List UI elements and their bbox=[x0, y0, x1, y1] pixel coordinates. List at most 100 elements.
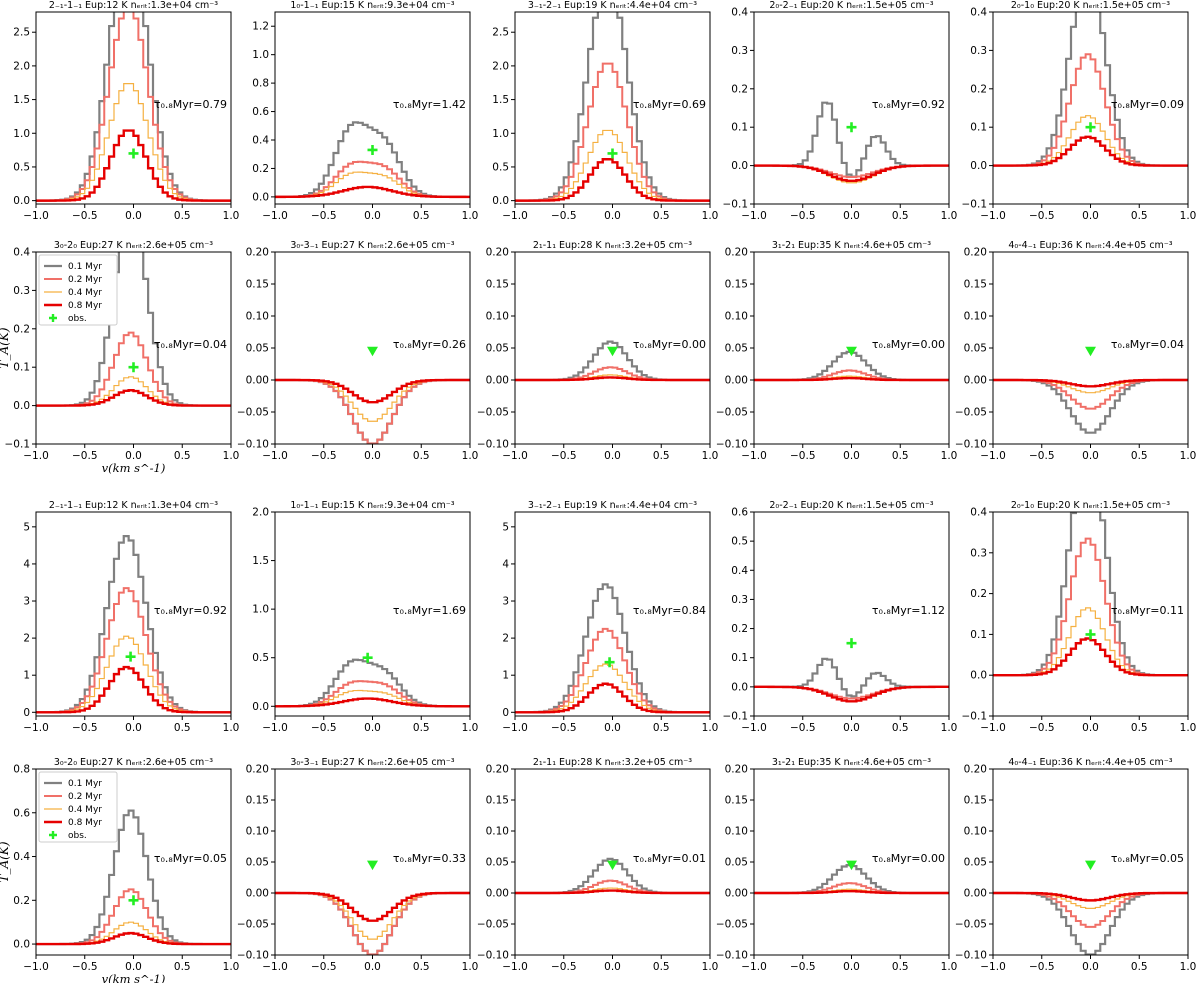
tau-label: τ₀.₈Myr=1.12 bbox=[872, 604, 945, 617]
panel-title: 2₋₁-1₋₁ Eup:12 K nₑᵣᵢₜ:1.3e+04 cm⁻³ bbox=[49, 500, 218, 511]
y-tick-label: 1.5 bbox=[13, 94, 30, 106]
y-tick-label: 0 bbox=[23, 707, 30, 719]
y-tick-label: 0.3 bbox=[13, 285, 30, 297]
x-tick-label: −0.5 bbox=[72, 210, 98, 222]
x-tick-label: 0.5 bbox=[892, 722, 909, 734]
y-tick-label: −0.10 bbox=[716, 950, 748, 962]
y-tick-label: 0.1 bbox=[970, 629, 987, 641]
series-line-04Myr bbox=[993, 607, 1188, 676]
x-tick-label: 1.0 bbox=[702, 210, 719, 222]
y-tick-label: 0.05 bbox=[246, 857, 269, 869]
series-line-08Myr bbox=[993, 637, 1188, 677]
x-tick-label: −0.5 bbox=[790, 961, 816, 973]
obs-marker bbox=[362, 652, 373, 663]
y-tick-label: 0.4 bbox=[252, 135, 269, 147]
x-tick-label: 1.0 bbox=[1180, 450, 1197, 462]
series-line-08Myr bbox=[36, 129, 231, 202]
x-tick-label: −0.5 bbox=[311, 210, 337, 222]
y-tick-label: 0.10 bbox=[964, 311, 987, 323]
y-tick-label: −0.1 bbox=[723, 711, 749, 723]
tau-label: τ₀.₈Myr=0.84 bbox=[633, 604, 706, 617]
y-tick-label: 0.5 bbox=[492, 161, 509, 173]
x-tick-label: −1.0 bbox=[741, 961, 767, 973]
legend-box bbox=[38, 254, 118, 326]
y-tick-label: 2 bbox=[23, 633, 30, 645]
series-line-04Myr bbox=[275, 892, 470, 940]
x-tick-label: 1.0 bbox=[1180, 722, 1197, 734]
x-tick-label: −1.0 bbox=[741, 210, 767, 222]
x-tick-label: 0.5 bbox=[1131, 210, 1148, 222]
x-tick-label: 0.5 bbox=[653, 722, 670, 734]
series-line-08Myr bbox=[275, 378, 470, 404]
x-tick-label: 0.5 bbox=[174, 450, 191, 462]
obs-marker bbox=[1085, 629, 1096, 640]
obs-marker bbox=[128, 362, 139, 373]
y-tick-label: 1.0 bbox=[252, 604, 269, 616]
panel-top-3: −1.0 −0.5 0.0 0.5 1.0 0.0 0.5 1.0 1.5 2.0 2.5 3₋₁-2… bbox=[492, 0, 718, 222]
y-tick-label: 2.5 bbox=[13, 27, 30, 39]
y-tick-label: 0.0 bbox=[13, 939, 30, 951]
series-line-02Myr bbox=[993, 379, 1188, 410]
x-tick-label: 1.0 bbox=[462, 961, 479, 973]
y-tick-label: 0.00 bbox=[246, 888, 269, 900]
y-tick-label: 0.6 bbox=[13, 807, 30, 819]
panel-bottom-7: −1.0 −0.5 0.0 0.5 1.0 −0.10 −0.05 0.00 0.05 0.10 0… bbox=[237, 757, 479, 973]
y-tick-label: 0.1 bbox=[731, 652, 748, 664]
y-tick-label: 0.20 bbox=[486, 764, 509, 776]
x-tick-label: 1.0 bbox=[462, 210, 479, 222]
tau-label: τ₀.₈Myr=0.05 bbox=[1111, 852, 1184, 865]
x-tick-label: 0.0 bbox=[843, 961, 860, 973]
y-tick-label: 0.2 bbox=[252, 163, 269, 175]
y-tick-label: 0.20 bbox=[246, 764, 269, 776]
y-tick-label: 0.4 bbox=[731, 565, 748, 577]
tau-label: τ₀.₈Myr=0.00 bbox=[872, 852, 945, 865]
y-tick-label: 0.15 bbox=[725, 279, 748, 291]
series-line-08Myr bbox=[993, 891, 1188, 902]
obs-marker bbox=[607, 860, 618, 871]
y-tick-label: −0.05 bbox=[955, 407, 987, 419]
x-tick-label: 0.0 bbox=[364, 450, 381, 462]
legend: 0.1 Myr 0.2 Myr 0.4 Myr 0.8 Myr obs. bbox=[38, 771, 118, 843]
y-tick-label: 0.8 bbox=[252, 78, 269, 90]
x-tick-label: −0.5 bbox=[1029, 210, 1055, 222]
obs-marker bbox=[846, 346, 857, 357]
panel-bottom-6: −1.0 −0.5 0.0 0.5 1.0 0.0 0.2 0.4 0.6 0.8 3₀-2₀ Eu… bbox=[0, 757, 239, 983]
x-tick-label: 0.5 bbox=[892, 210, 909, 222]
panel-bottom-1: −1.0 −0.5 0.0 0.5 1.0 0 1 2 3 4 5 2₋₁-1₋₁ Eup:12 K … bbox=[23, 500, 239, 734]
panel-title: 2₋₁-1₋₁ Eup:12 K nₑᵣᵢₜ:1.3e+04 cm⁻³ bbox=[49, 0, 218, 11]
y-tick-label: 0.4 bbox=[13, 247, 30, 259]
x-tick-label: 1.0 bbox=[702, 961, 719, 973]
x-tick-label: −0.5 bbox=[311, 722, 337, 734]
panel-top-5: −1.0 −0.5 0.0 0.5 1.0 −0.1 0.0 0.1 0.2 0.3 0.4 2₀-1… bbox=[962, 0, 1197, 222]
y-tick-label: 1 bbox=[502, 670, 509, 682]
y-tick-label: 0.5 bbox=[252, 652, 269, 664]
y-tick-label: 0.0 bbox=[731, 160, 748, 172]
y-tick-label: 0.05 bbox=[964, 343, 987, 355]
x-tick-label: −1.0 bbox=[502, 450, 528, 462]
y-tick-label: 0.20 bbox=[246, 247, 269, 259]
panel-title: 1₀-1₋₁ Eup:15 K nₑᵣᵢₜ:9.3e+04 cm⁻³ bbox=[290, 0, 454, 11]
y-axis-label: T_A(K) bbox=[0, 841, 11, 882]
y-tick-label: 0.15 bbox=[486, 279, 509, 291]
y-tick-label: 0.20 bbox=[964, 764, 987, 776]
x-tick-label: −0.5 bbox=[551, 961, 577, 973]
y-tick-label: −0.1 bbox=[962, 199, 988, 211]
y-tick-label: 0.05 bbox=[486, 343, 509, 355]
y-tick-label: 0.5 bbox=[13, 161, 30, 173]
series-line-08Myr bbox=[754, 685, 949, 703]
y-tick-label: −0.10 bbox=[237, 439, 269, 451]
panel-title: 3₋₁-2₋₁ Eup:19 K nₑᵣᵢₜ:4.4e+04 cm⁻³ bbox=[528, 0, 697, 11]
x-tick-label: 0.0 bbox=[604, 722, 621, 734]
obs-marker bbox=[367, 144, 378, 155]
x-tick-label: −1.0 bbox=[980, 961, 1006, 973]
panel-title: 3₀-3₋₁ Eup:27 K nₑᵣᵢₜ:2.6e+05 cm⁻³ bbox=[290, 757, 454, 768]
x-tick-label: 0.5 bbox=[413, 210, 430, 222]
series-line-02Myr bbox=[275, 379, 470, 444]
y-tick-label: 1 bbox=[23, 670, 30, 682]
panel-title: 2₁-1₁ Eup:28 K nₑᵣᵢₜ:3.2e+05 cm⁻³ bbox=[533, 757, 692, 768]
panel-top-10: −1.0 −0.5 0.0 0.5 1.0 −0.10 −0.05 0.00 0.05 0.10 0… bbox=[955, 240, 1197, 462]
panel-top-2: −1.0 −0.5 0.0 0.5 1.0 0.0 0.2 0.4 0.6 0.8 1.0 1.2 1₀… bbox=[252, 0, 478, 222]
tau-label: τ₀.₈Myr=0.69 bbox=[633, 98, 706, 111]
y-tick-label: 3 bbox=[23, 596, 30, 608]
